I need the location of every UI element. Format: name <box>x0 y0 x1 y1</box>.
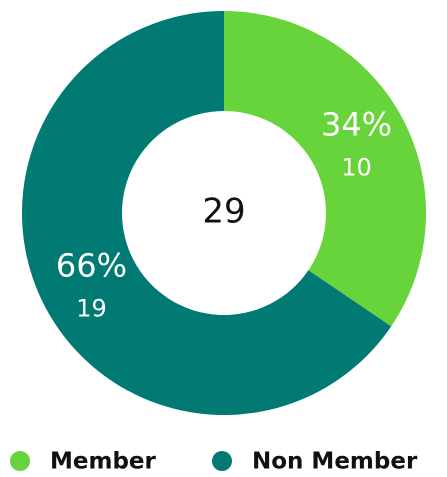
value-label: 19 <box>76 294 107 322</box>
donut-segment <box>21 11 392 415</box>
percent-label: 66% <box>56 246 127 284</box>
legend-label: Member <box>50 449 157 475</box>
donut-segment <box>224 11 426 327</box>
legend-marker <box>212 451 232 471</box>
legend-label: Non Member <box>252 449 418 475</box>
legend-marker <box>10 451 30 471</box>
center-total: 29 <box>202 192 245 232</box>
percent-label: 34% <box>321 106 392 144</box>
value-label: 10 <box>341 154 372 182</box>
